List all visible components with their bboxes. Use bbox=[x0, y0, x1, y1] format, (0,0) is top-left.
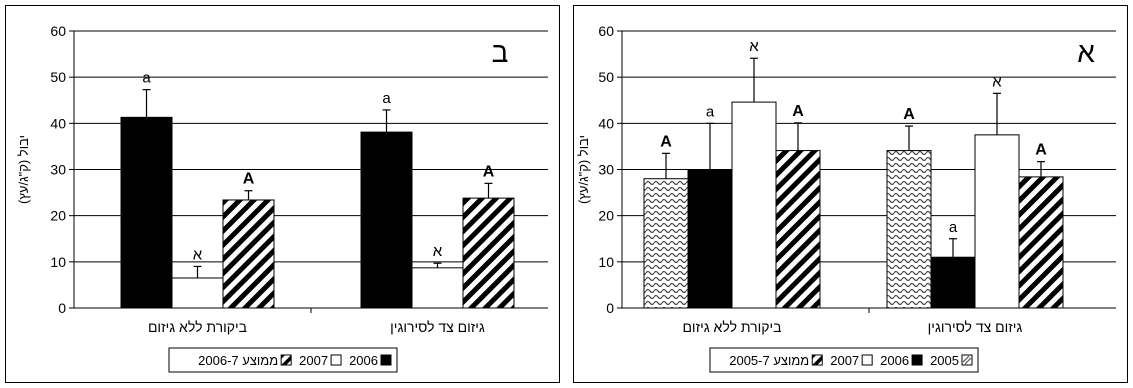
significance-label: A bbox=[903, 106, 915, 123]
bar bbox=[411, 267, 464, 309]
panel-letter: ב bbox=[492, 37, 509, 68]
bar bbox=[462, 197, 515, 309]
legend: 2005 2006 2007 ממוצע 2005-7 bbox=[709, 347, 979, 373]
significance-label: A bbox=[243, 171, 255, 188]
bar bbox=[930, 256, 976, 309]
significance-label: א bbox=[749, 38, 759, 55]
bar bbox=[775, 150, 821, 309]
bar bbox=[222, 199, 275, 309]
chart-svg-b: 0 10 20 30 40 50 60 יבול (ק"ג/עץ) ב a א A ביקורת ללא… bbox=[16, 23, 548, 373]
bar bbox=[1018, 176, 1064, 309]
significance-label: א bbox=[433, 243, 443, 260]
y-axis-label: יבול (ק"ג/עץ) bbox=[16, 135, 31, 204]
chart-svg-a: 0 10 20 30 40 50 60 יבול (ק"ג/עץ) א Aa א A ביקורת לל… bbox=[576, 23, 1116, 373]
legend-entry-label: ממוצע 2006-7 bbox=[198, 353, 278, 368]
x-category-label: ביקורת ללא גיזום bbox=[682, 319, 781, 335]
legend: 2006 2007 ממוצע 2006-7 bbox=[168, 347, 398, 373]
y-tick-label: 50 bbox=[598, 69, 614, 85]
x-category-label: ביקורת ללא גיזום bbox=[148, 319, 247, 335]
y-tick-label: 10 bbox=[50, 254, 66, 270]
significance-label: A bbox=[483, 163, 495, 180]
significance-label: a bbox=[142, 70, 151, 87]
bar bbox=[120, 116, 173, 309]
bar bbox=[643, 178, 689, 309]
x-category-label: גיזום צד לסירוגין bbox=[390, 319, 485, 335]
significance-label: A bbox=[792, 103, 804, 120]
y-tick-label: 20 bbox=[50, 208, 66, 224]
y-axis-label: יבול (ק"ג/עץ) bbox=[576, 135, 591, 204]
significance-label: A bbox=[660, 133, 672, 150]
significance-label: א bbox=[992, 73, 1002, 90]
bar bbox=[687, 169, 733, 309]
legend-entry-label: 2007 bbox=[299, 353, 328, 368]
y-tick-label: 30 bbox=[50, 162, 66, 178]
legend-entry-label: ממוצע 2005-7 bbox=[729, 353, 809, 368]
y-tick-label: 60 bbox=[598, 23, 614, 39]
y-tick-label: 0 bbox=[606, 300, 614, 316]
y-tick-label: 40 bbox=[598, 115, 614, 131]
legend-entry-label: 2006 bbox=[880, 353, 909, 368]
bar bbox=[886, 150, 932, 309]
bar bbox=[360, 131, 413, 309]
bar bbox=[171, 277, 224, 309]
legend-entry-label: 2006 bbox=[349, 353, 378, 368]
significance-label: a bbox=[382, 90, 391, 107]
y-tick-label: 60 bbox=[50, 23, 66, 39]
significance-label: A bbox=[1035, 142, 1047, 159]
y-tick-label: 10 bbox=[598, 254, 614, 270]
significance-label: a bbox=[706, 103, 715, 120]
bar bbox=[974, 134, 1020, 309]
x-category-label: גיזום צד לסירוגין bbox=[928, 319, 1023, 335]
significance-label: a bbox=[949, 219, 958, 236]
y-tick-label: 40 bbox=[50, 115, 66, 131]
y-tick-label: 20 bbox=[598, 208, 614, 224]
y-tick-label: 30 bbox=[598, 162, 614, 178]
panel-letter: א bbox=[1077, 37, 1095, 68]
significance-label: א bbox=[193, 246, 203, 263]
legend-entry-label: 2007 bbox=[830, 353, 859, 368]
legend-entry-label: 2005 bbox=[930, 353, 959, 368]
chart-panel-b: 0 10 20 30 40 50 60 יבול (ק"ג/עץ) ב a א A ביקורת ללא… bbox=[5, 5, 560, 383]
legend-box bbox=[709, 347, 979, 373]
bar bbox=[731, 101, 777, 309]
y-tick-label: 0 bbox=[58, 300, 66, 316]
y-tick-label: 50 bbox=[50, 69, 66, 85]
